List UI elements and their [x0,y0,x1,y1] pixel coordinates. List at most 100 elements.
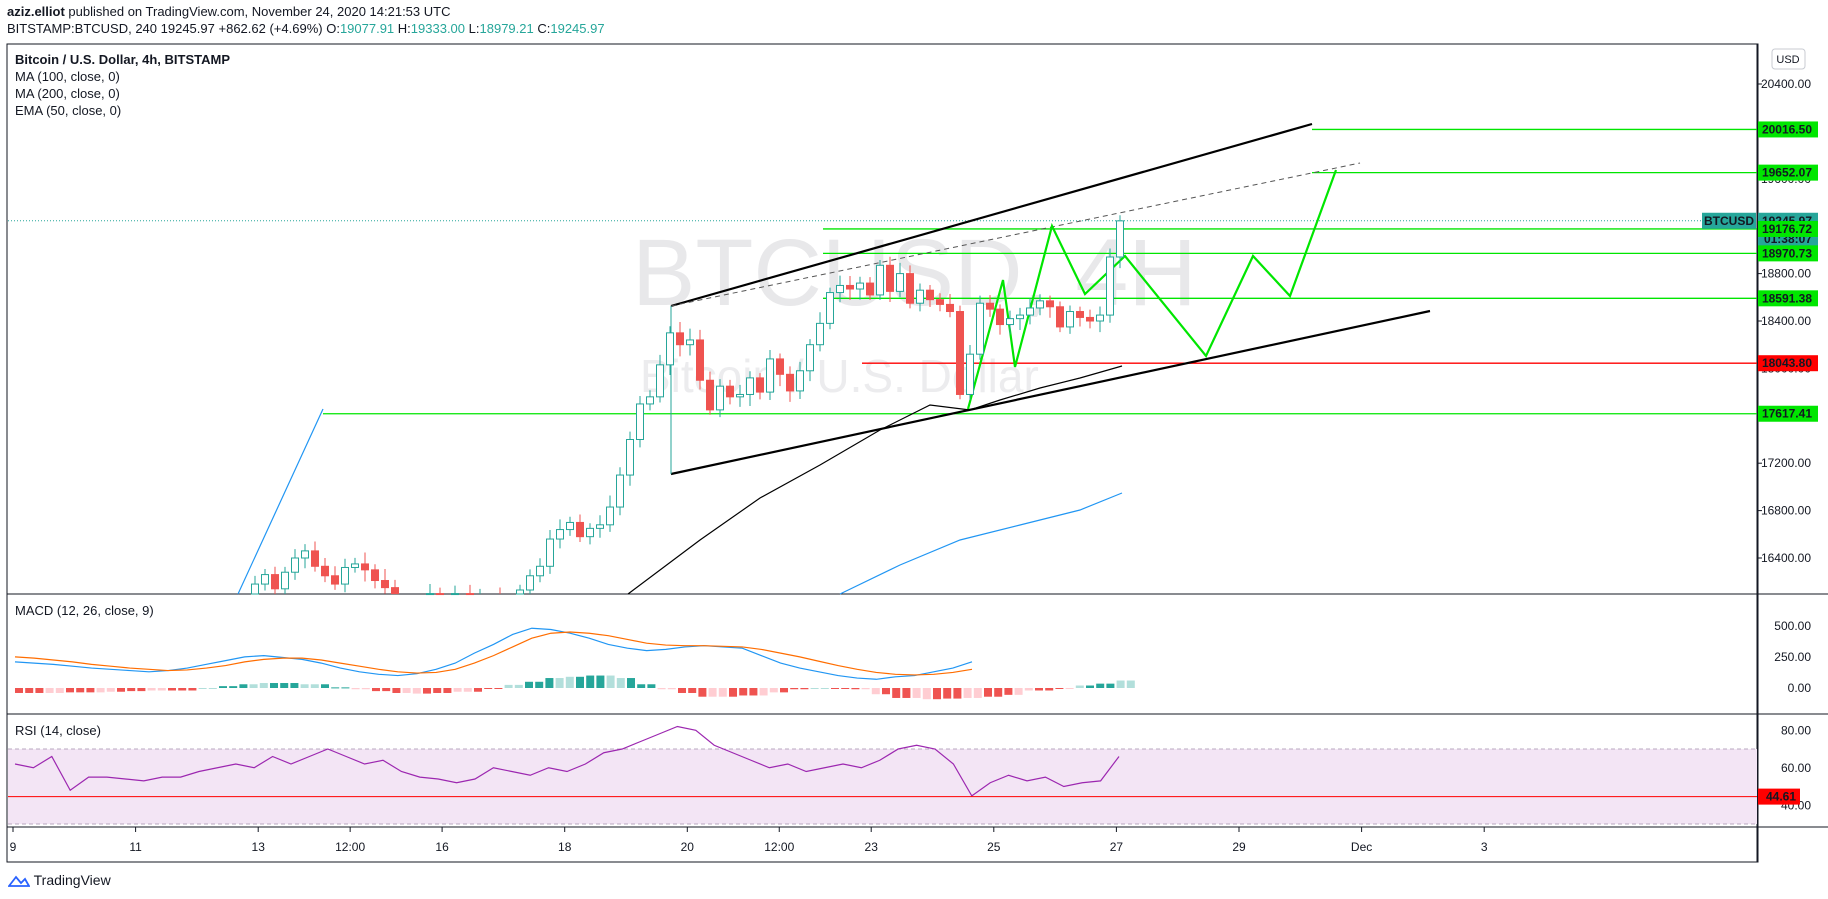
candle-body[interactable] [616,474,624,508]
candle-body[interactable] [1086,316,1094,322]
candle-body[interactable] [926,289,934,301]
candle-body[interactable] [726,385,734,398]
channel-lower-line[interactable] [670,309,1431,476]
candle-body[interactable] [311,550,319,567]
candle-body[interactable] [391,587,399,595]
candle-body[interactable] [956,311,964,395]
candle-body[interactable] [906,273,914,304]
channel-upper-line[interactable] [670,122,1313,308]
candle-body[interactable] [736,393,744,398]
candle-body[interactable] [756,377,764,393]
candle-body[interactable] [1016,314,1024,320]
candle-body[interactable] [746,377,754,395]
candle-body[interactable] [626,439,634,476]
candle-body[interactable] [876,264,884,296]
candle-body[interactable] [786,373,794,392]
dashed-trendline[interactable] [670,162,1361,307]
candle-body[interactable] [576,521,584,538]
candle-body[interactable] [556,529,564,540]
macd-histogram-bar [525,681,533,688]
candle-body[interactable] [936,299,944,305]
candle-body[interactable] [636,403,644,441]
candle-body[interactable] [1006,318,1014,326]
candle-body[interactable] [706,379,714,411]
candle-body[interactable] [666,332,674,366]
rsi-pane-title[interactable]: RSI (14, close) [15,723,101,738]
candle-body[interactable] [656,364,664,398]
author-name[interactable]: aziz.elliot [7,4,65,19]
candle-body[interactable] [896,273,904,292]
candle-body[interactable] [371,569,379,582]
indicator-ma100[interactable]: MA (100, close, 0) [15,69,120,84]
macd-pane-title[interactable]: MACD (12, 26, close, 9) [15,603,154,618]
candle-body[interactable] [1056,306,1064,328]
candle-body[interactable] [916,289,924,304]
currency-button[interactable] [1771,48,1806,70]
candle-body[interactable] [1026,307,1034,316]
candle-body[interactable] [826,292,834,324]
time-tick-label: 16 [435,840,449,854]
candle-body[interactable] [886,264,894,292]
candle-body[interactable] [966,353,974,395]
indicator-ma200[interactable]: MA (200, close, 0) [15,86,120,101]
candle-body[interactable] [1046,300,1054,308]
candle-body[interactable] [776,358,784,375]
candle-body[interactable] [676,332,684,346]
candle-body[interactable] [546,538,554,567]
candle-body[interactable] [261,574,269,585]
macd-histogram-bar [1075,685,1084,688]
candle-body[interactable] [291,557,299,573]
candle-body[interactable] [716,385,724,411]
candle-body[interactable] [1116,220,1124,258]
candle-body[interactable] [586,527,594,538]
candle-body[interactable] [946,303,954,313]
candle-body[interactable] [796,370,804,392]
candle-body[interactable] [996,308,1004,326]
candle-body[interactable] [426,593,434,596]
candle-body[interactable] [846,284,854,290]
candle-body[interactable] [351,563,359,568]
macd-histogram-bar [55,688,64,693]
candle-body[interactable] [331,575,339,585]
candle-body[interactable] [271,574,279,590]
candle-body[interactable] [1066,311,1074,328]
candle-body[interactable] [526,575,534,591]
candle-body[interactable] [341,566,349,585]
candle-body[interactable] [976,302,984,355]
candle-body[interactable] [856,282,864,290]
candle-body[interactable] [986,302,994,310]
candle-body[interactable] [596,524,604,529]
macd-histogram-bar [392,688,401,693]
candle-body[interactable] [806,344,814,372]
candle-body[interactable] [281,571,289,590]
candle-body[interactable] [436,593,444,596]
candle-body[interactable] [251,583,259,595]
candle-body[interactable] [321,565,329,577]
indicator-ema50[interactable]: EMA (50, close, 0) [15,103,121,118]
candle-body[interactable] [816,322,824,346]
time-tick-label: 23 [865,840,879,854]
candle-body[interactable] [361,563,369,571]
candle-body[interactable] [1076,311,1084,318]
candle-body[interactable] [536,565,544,577]
candle-body[interactable] [1106,256,1114,316]
candle-body[interactable] [381,580,389,589]
candle-body[interactable] [686,339,694,346]
macd-histogram-bar [463,688,472,692]
candle-body[interactable] [1036,300,1044,309]
candle-body[interactable] [301,550,309,559]
candle-body[interactable] [516,589,524,595]
candle-body[interactable] [1096,314,1104,322]
candle-body[interactable] [566,521,574,531]
candle-body[interactable] [466,593,474,596]
candle-body[interactable] [451,593,459,596]
candle-body[interactable] [696,339,704,381]
price-label-box [1758,405,1818,422]
candle-body[interactable] [836,284,844,294]
candle-body[interactable] [646,396,654,405]
time-tick-label: 9 [10,840,17,854]
candle-body[interactable] [866,282,874,296]
candle-body[interactable] [766,358,774,393]
candle-body[interactable] [606,506,614,526]
